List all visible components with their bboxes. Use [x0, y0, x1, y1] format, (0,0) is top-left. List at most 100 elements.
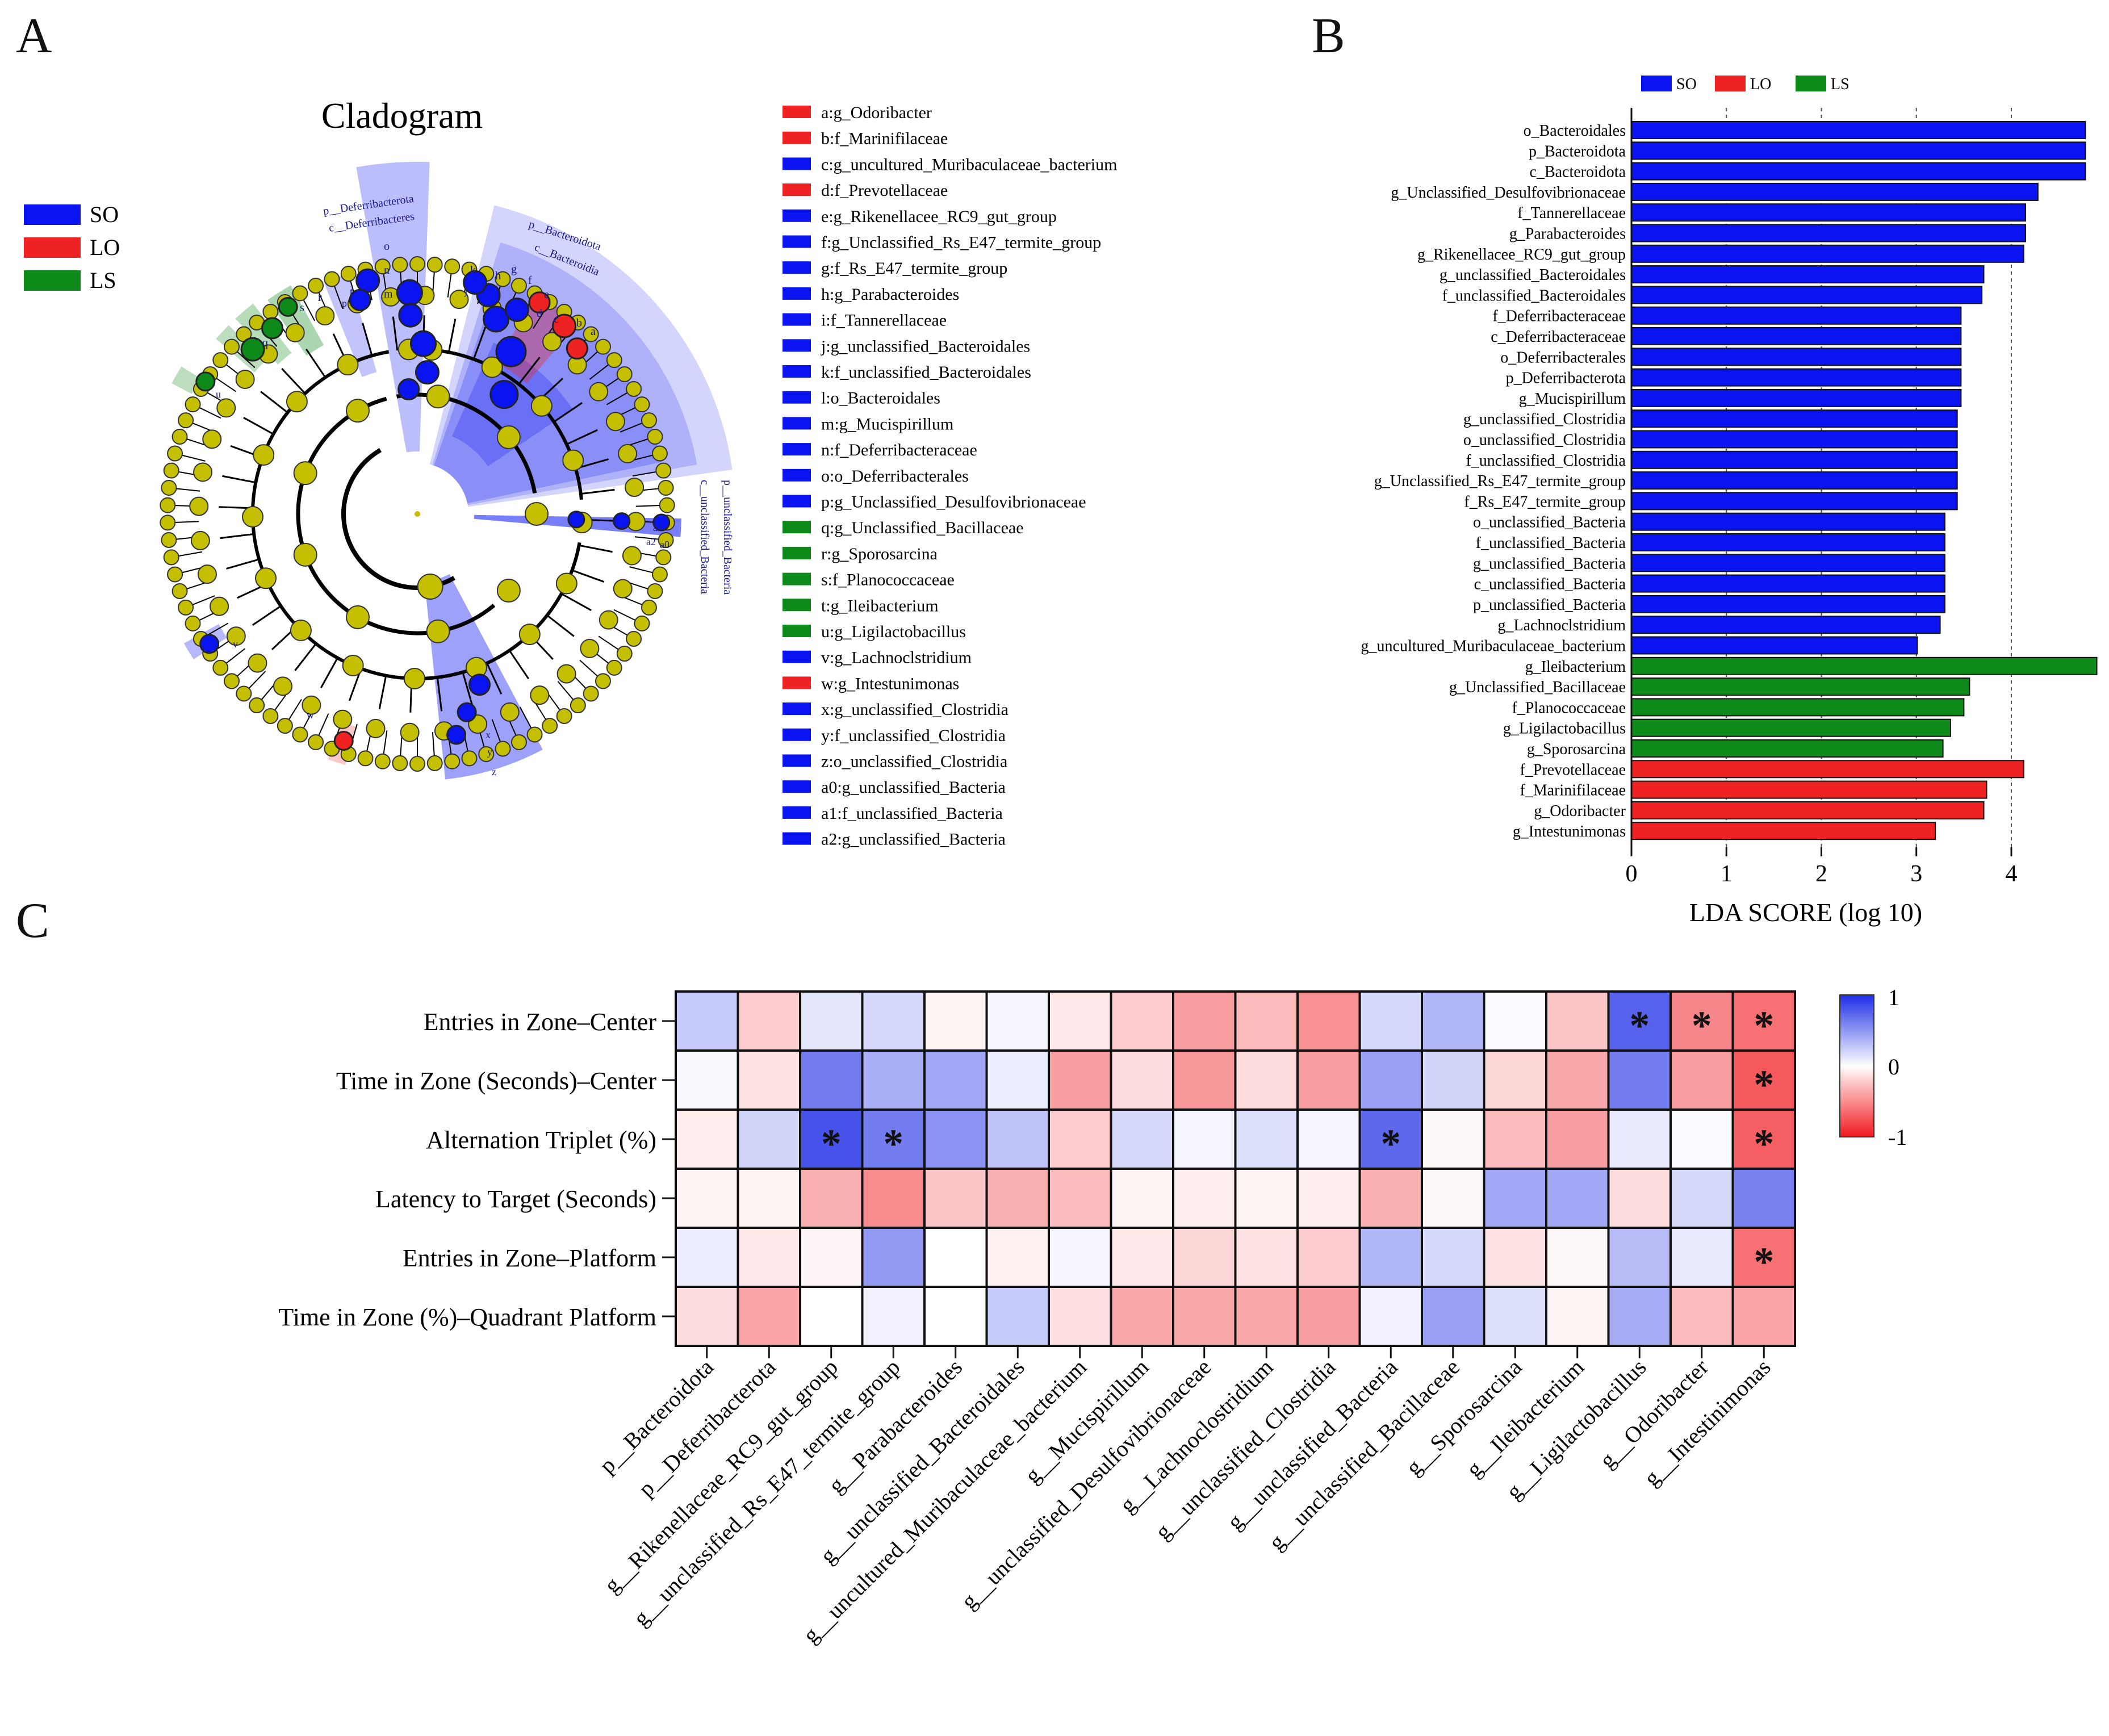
heatmap-cell — [1172, 1168, 1237, 1229]
tree-spoke — [223, 648, 246, 666]
heatmap-cell — [1669, 1049, 1734, 1111]
key-swatch — [782, 365, 811, 378]
taxon-node — [374, 258, 391, 275]
key-swatch — [782, 391, 811, 404]
cladogram-title: Cladogram — [321, 95, 483, 136]
biomarker-node-so — [468, 674, 491, 696]
heatmap-significance-star: * — [821, 1121, 842, 1166]
panel-label-c: C — [16, 893, 49, 948]
heatmap-row-label: Time in Zone (%)–Quadrant Platform — [278, 1303, 656, 1331]
key-item: x:g_unclassified_Clostridia — [821, 700, 1009, 719]
heatmap-significance-star: * — [1754, 1062, 1774, 1107]
lda-bar-label: g_unclassified_Bacteroidales — [1440, 266, 1626, 284]
lda-bar-label: p_unclassified_Bacteria — [1473, 596, 1626, 614]
key-item: b:f_Marinifilaceae — [821, 129, 948, 148]
heatmap-cell — [985, 1108, 1050, 1170]
heatmap-cell — [1545, 1168, 1610, 1229]
taxon-node — [496, 425, 521, 450]
key-item: k:f_unclassified_Bacteroidales — [821, 363, 1031, 382]
lda-bar — [1631, 492, 1958, 511]
lda-bar-label: p_Bacteroidota — [1529, 143, 1626, 160]
heatmap-cell — [1110, 1049, 1174, 1111]
lda-bar-label: f_Planococcaceae — [1512, 699, 1626, 717]
heatmap-cell — [1607, 1227, 1672, 1288]
lda-legend-label-so: SO — [1676, 76, 1697, 93]
heatmap-cell — [1234, 1049, 1299, 1111]
taxon-node — [595, 673, 611, 689]
heatmap-cell — [1110, 1168, 1174, 1229]
heatmap-significance-star: * — [1380, 1121, 1401, 1166]
tree-spoke — [436, 677, 443, 712]
taxon-node — [595, 338, 611, 355]
taxon-node — [178, 412, 194, 429]
key-item: a0:g_unclassified_Bacteria — [821, 778, 1006, 797]
taxon-node — [324, 271, 340, 287]
clade-label: c__unclassified_Bacteria — [698, 480, 711, 594]
lda-x-axis: 0 1 2 3 4 — [1626, 108, 2018, 887]
biomarker-node-so — [463, 270, 488, 295]
key-item: c:g_uncultured_Muribaculaceae_bacterium — [821, 155, 1117, 174]
biomarker-node-so — [415, 360, 440, 385]
lda-bar — [1631, 677, 1970, 696]
lda-bar-label: g_uncultured_Muribaculaceae_bacterium — [1361, 638, 1626, 655]
tree-spoke — [294, 643, 317, 671]
taxon-node — [255, 567, 277, 589]
lda-bar — [1631, 554, 1945, 572]
key-item: a2:g_unclassified_Bacteria — [821, 830, 1006, 849]
taxon-node — [262, 708, 279, 724]
heatmap-row-label: Entries in Zone–Center — [423, 1008, 656, 1036]
heatmap-cell — [1421, 990, 1485, 1052]
root-node — [415, 511, 420, 517]
heatmap-cell — [799, 1049, 864, 1111]
taxon-node — [518, 624, 541, 646]
biomarker-node-so — [398, 303, 423, 328]
clade-letter: k — [470, 264, 476, 277]
heatmap-cell — [1358, 1108, 1423, 1170]
tree-spoke — [196, 405, 221, 419]
taxon-node — [641, 599, 657, 616]
heatmap-significance-star: * — [1629, 1003, 1650, 1048]
heatmap-cell — [1731, 1286, 1796, 1347]
lda-bar — [1631, 306, 1962, 325]
taxon-node — [163, 549, 179, 566]
taxon-node — [510, 734, 527, 750]
taxon-node — [605, 412, 625, 432]
key-item: g:f_Rs_E47_termite_group — [821, 259, 1007, 278]
heatmap-cell — [675, 1168, 739, 1229]
heatmap-cell — [1358, 1286, 1423, 1347]
lda-bar — [1631, 595, 1945, 613]
heatmap-color-scale: 1 0 -1 — [1839, 985, 1907, 1150]
key-item: z:o_unclassified_Clostridia — [821, 752, 1007, 771]
lda-bar — [1631, 780, 1987, 799]
lda-bar — [1631, 203, 2027, 222]
key-swatch — [782, 106, 811, 118]
taxon-node — [426, 619, 450, 643]
taxon-node — [583, 326, 599, 342]
tree-spoke — [222, 475, 256, 484]
clade-letter: o — [384, 240, 390, 253]
tree-spoke — [447, 319, 457, 353]
taxon-node — [302, 695, 321, 715]
heatmap-cell — [1421, 1049, 1485, 1111]
lda-bar — [1631, 636, 1918, 655]
key-swatch — [782, 313, 811, 326]
heatmap-cell — [923, 1108, 988, 1170]
taxon-node — [530, 685, 550, 705]
key-swatch — [782, 599, 811, 612]
taxon-node — [500, 702, 520, 722]
tree-spoke — [560, 593, 592, 611]
key-item: r:g_Sporosarcina — [821, 545, 938, 563]
taxon-node — [236, 685, 252, 702]
heatmap-column-labels: p__Bacteroidotap__Deferribacterotag__Rik… — [594, 1346, 1776, 1648]
heatmap-cell — [1234, 990, 1299, 1052]
heatmap-cell — [1234, 1168, 1299, 1229]
lda-bar-label: c_Bacteroidota — [1530, 164, 1626, 181]
lda-bar — [1631, 822, 1936, 840]
taxon-node — [589, 382, 609, 401]
taxon-node — [185, 615, 201, 631]
biomarker-node-so — [489, 380, 519, 409]
key-swatch — [782, 728, 811, 741]
key-swatch — [782, 339, 811, 352]
clade-letter: t — [350, 286, 353, 298]
heatmap-cell — [1172, 1227, 1237, 1288]
